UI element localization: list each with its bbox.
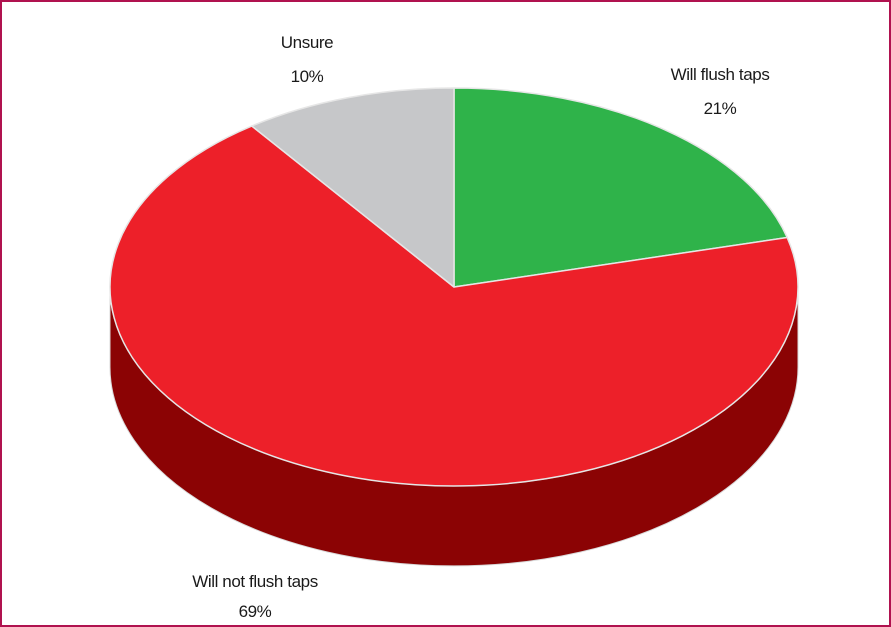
slice-value-will-not-flush-taps: 69% — [239, 602, 272, 621]
pie-slice-will-not-flush-taps — [109, 125, 799, 487]
pie-labels: Will flush taps 21% Will not flush taps 69%… — [192, 33, 770, 621]
slice-label-will-not-flush-taps: Will not flush taps — [192, 572, 318, 591]
slice-label-will-flush-taps: Will flush taps — [671, 65, 770, 84]
slice-value-will-flush-taps: 21% — [704, 99, 737, 118]
slice-label-unsure: Unsure — [281, 33, 333, 52]
pie-slice-unsure — [251, 87, 455, 288]
slice-value-unsure: 10% — [291, 67, 324, 86]
pie-slice-will-flush-taps — [453, 87, 788, 288]
pie-tops — [109, 87, 799, 487]
